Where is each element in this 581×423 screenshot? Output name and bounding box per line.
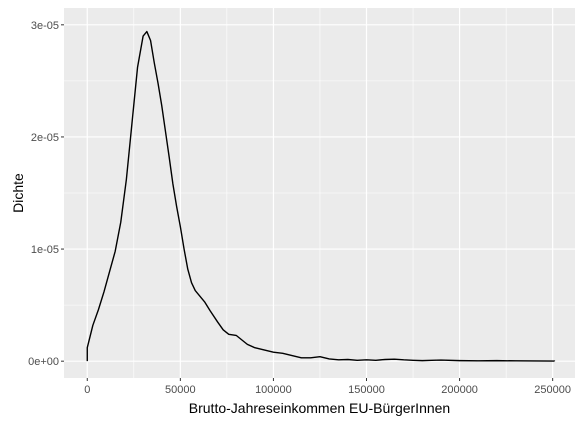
density-line [86, 30, 556, 362]
x-axis: 0 50000 100000 150000 200000 250000 [84, 378, 571, 396]
x-tick-label: 50000 [165, 384, 196, 396]
y-tick-label: 0e+00 [28, 356, 59, 368]
y-tick-label: 1e-05 [31, 244, 59, 256]
x-tick-label: 150000 [348, 384, 385, 396]
y-tick-label: 2e-05 [31, 132, 59, 144]
x-tick-label: 200000 [441, 384, 478, 396]
x-tick-label: 100000 [255, 384, 292, 396]
x-axis-title: Brutto-Jahreseinkommen EU-BürgerInnen [189, 400, 450, 416]
y-tick-label: 3e-05 [31, 20, 59, 32]
data-layer [86, 30, 556, 362]
grid-minor [64, 8, 575, 378]
grid-major [64, 8, 575, 378]
x-tick-label: 250000 [534, 384, 571, 396]
x-tick-label: 0 [84, 384, 90, 396]
y-axis-title: Dichte [10, 173, 26, 213]
y-axis: 0e+00 1e-05 2e-05 3e-05 [28, 20, 64, 368]
